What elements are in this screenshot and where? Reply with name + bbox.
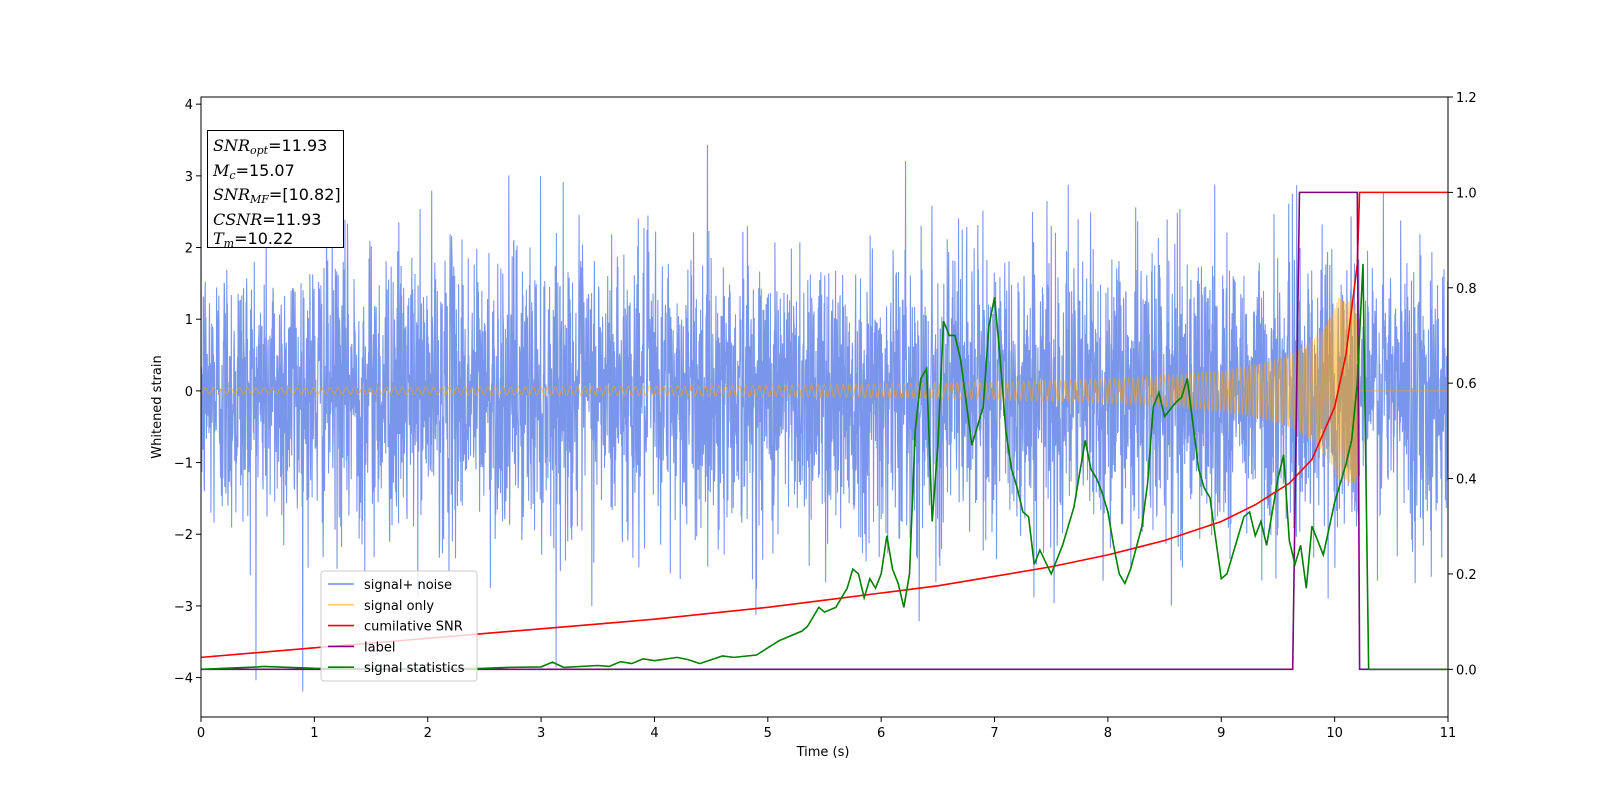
legend-label: label [364,640,395,655]
y-right-tick-label: 0.0 [1456,663,1477,678]
x-tick-label: 6 [877,726,885,741]
plot-frame [200,96,1449,718]
y-left-tick-label: 1 [185,313,193,328]
x-axis-label: Time (s) [796,745,850,760]
annotation-mc: Mc=15.07 [213,160,295,182]
annotation-box: SNRopt=11.93 Mc=15.07 SNRMF=[10.82] CSNR… [207,130,344,248]
annotation-snr-mf: SNRMF=[10.82] [213,185,341,206]
legend-label: signal only [364,599,434,614]
y-right-tick-label: 0.4 [1456,473,1477,488]
y-right-tick-label: 0.2 [1456,568,1477,583]
y-axis-right: 0.0 0.2 0.4 0.6 0.8 1.0 1.2 [1448,91,1477,678]
legend-frame [320,570,478,682]
y-left-tick-label: 0 [185,385,193,400]
x-tick-label: 3 [537,726,545,741]
x-tick-label: 11 [1440,726,1457,741]
x-tick-label: 4 [650,726,658,741]
series-lines [201,191,1448,671]
series-line-signal-statistics [201,263,1448,671]
series-line-cumilative-snr [201,191,1448,659]
x-tick-label: 7 [990,726,998,741]
y-left-tick-label: 2 [185,242,193,257]
series-signal-noise [201,145,1448,692]
y-left-tick-label: 3 [185,170,193,185]
x-tick-label: 0 [197,726,205,741]
x-tick-label: 9 [1217,726,1225,741]
signal-noise-line [201,145,1448,692]
y-right-tick-label: 0.6 [1456,377,1477,392]
y-left-tick-label: −1 [174,457,193,472]
series-signal-only [201,297,1448,484]
y-axis-label: Whitened strain [150,355,165,458]
y-left-tick-label: −3 [174,600,193,615]
x-axis: 0 1 2 3 4 5 6 7 8 9 10 11 [197,717,1456,741]
y-right-tick-label: 0.8 [1456,282,1477,297]
legend-label: cumilative SNR [364,620,463,635]
annotation-tm: Tm=10.22 [213,229,294,248]
y-left-tick-label: −4 [174,672,193,687]
x-tick-label: 2 [424,726,432,741]
annotation-csnr: CSNR=11.93 [213,209,322,229]
legend: signal+ noise signal only cumilative SNR la… [320,570,478,682]
x-tick-label: 8 [1104,726,1112,741]
x-tick-label: 10 [1326,726,1343,741]
y-axis-left: −4 −3 −2 −1 0 1 2 3 4 [174,98,201,687]
x-tick-label: 1 [310,726,318,741]
legend-label: signal+ noise [364,578,452,593]
x-tick-label: 5 [764,726,772,741]
y-right-tick-label: 1.2 [1456,91,1477,106]
signal-only-line [201,297,1448,484]
y-right-tick-label: 1.0 [1456,186,1477,201]
legend-label: signal statistics [364,661,465,676]
y-left-tick-label: 4 [185,98,193,113]
y-left-tick-label: −2 [174,528,193,543]
annotation-snr-opt: SNRopt=11.93 [213,136,328,157]
